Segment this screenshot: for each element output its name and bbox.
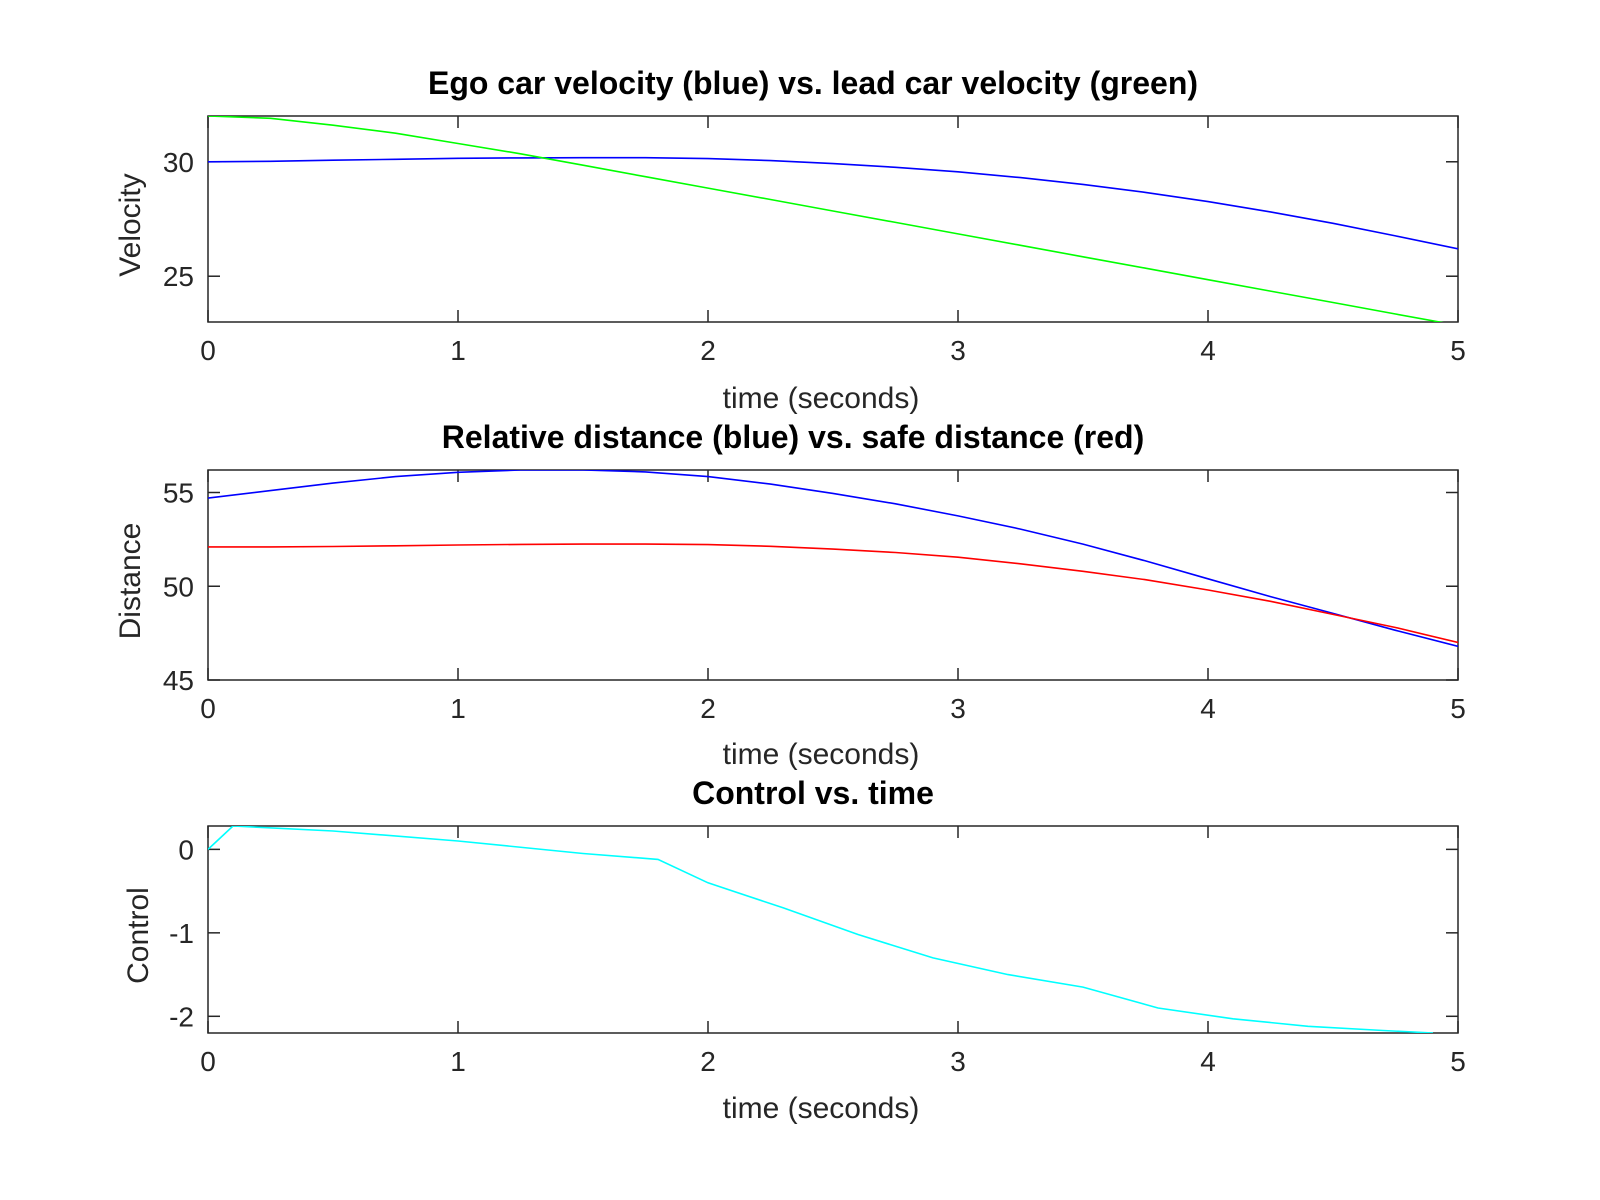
subplot-velocity: 0 1 2 3 4 5 25 30 Ego car velocity (blue) vs. l… — [114, 65, 1466, 415]
y-tick-label: 30 — [163, 147, 194, 178]
y-tick-label: 55 — [163, 478, 194, 509]
y-tick-label: 25 — [163, 261, 194, 292]
x-axis-label: time (seconds) — [723, 738, 920, 771]
series-line-control — [208, 826, 1434, 1033]
y-tick-label: -1 — [169, 918, 194, 949]
x-tick-label: 1 — [450, 1046, 466, 1077]
subplot-control: 0 1 2 3 4 5 -2 -1 0 Control vs. time time (secon… — [122, 775, 1466, 1125]
series-lines — [208, 470, 1458, 648]
x-tick-label: 5 — [1450, 1046, 1466, 1077]
y-axis-label: Distance — [114, 523, 147, 640]
y-axis-label: Control — [122, 887, 155, 984]
tick-marks: 0 1 2 3 4 5 25 30 — [163, 116, 1466, 366]
plot-title: Relative distance (blue) vs. safe distan… — [442, 419, 1144, 455]
x-tick-label: 1 — [450, 335, 466, 366]
x-tick-label: 0 — [200, 693, 216, 724]
x-tick-label: 2 — [700, 335, 716, 366]
series-line-relative-distance — [208, 470, 1458, 648]
x-tick-label: 4 — [1200, 693, 1216, 724]
x-tick-label: 5 — [1450, 335, 1466, 366]
y-axis-label: Velocity — [114, 173, 147, 276]
x-tick-label: 2 — [700, 693, 716, 724]
x-tick-label: 4 — [1200, 1046, 1216, 1077]
series-line-lead-car-velocity — [208, 116, 1444, 322]
x-tick-label: 0 — [200, 335, 216, 366]
x-tick-label: 3 — [950, 335, 966, 366]
y-tick-label: 50 — [163, 571, 194, 602]
x-tick-label: 0 — [200, 1046, 216, 1077]
series-lines — [208, 116, 1458, 322]
y-tick-label: 45 — [163, 665, 194, 696]
tick-marks: 0 1 2 3 4 5 -2 -1 0 — [169, 826, 1466, 1077]
x-tick-label: 1 — [450, 693, 466, 724]
plot-title: Control vs. time — [692, 775, 934, 811]
axes-frame — [207, 825, 1459, 1034]
x-tick-label: 3 — [950, 1046, 966, 1077]
series-line-safe-distance — [208, 543, 1458, 644]
y-tick-label: 0 — [178, 834, 194, 865]
y-tick-label: -2 — [169, 1001, 194, 1032]
axes-frame — [207, 469, 1459, 681]
x-tick-label: 5 — [1450, 693, 1466, 724]
x-axis-label: time (seconds) — [723, 1092, 920, 1125]
x-axis-label: time (seconds) — [723, 382, 920, 415]
x-tick-label: 4 — [1200, 335, 1216, 366]
plot-title: Ego car velocity (blue) vs. lead car vel… — [428, 65, 1198, 101]
x-tick-label: 2 — [700, 1046, 716, 1077]
series-line-ego-car-velocity — [208, 156, 1458, 250]
x-tick-label: 3 — [950, 693, 966, 724]
series-lines — [208, 826, 1434, 1033]
